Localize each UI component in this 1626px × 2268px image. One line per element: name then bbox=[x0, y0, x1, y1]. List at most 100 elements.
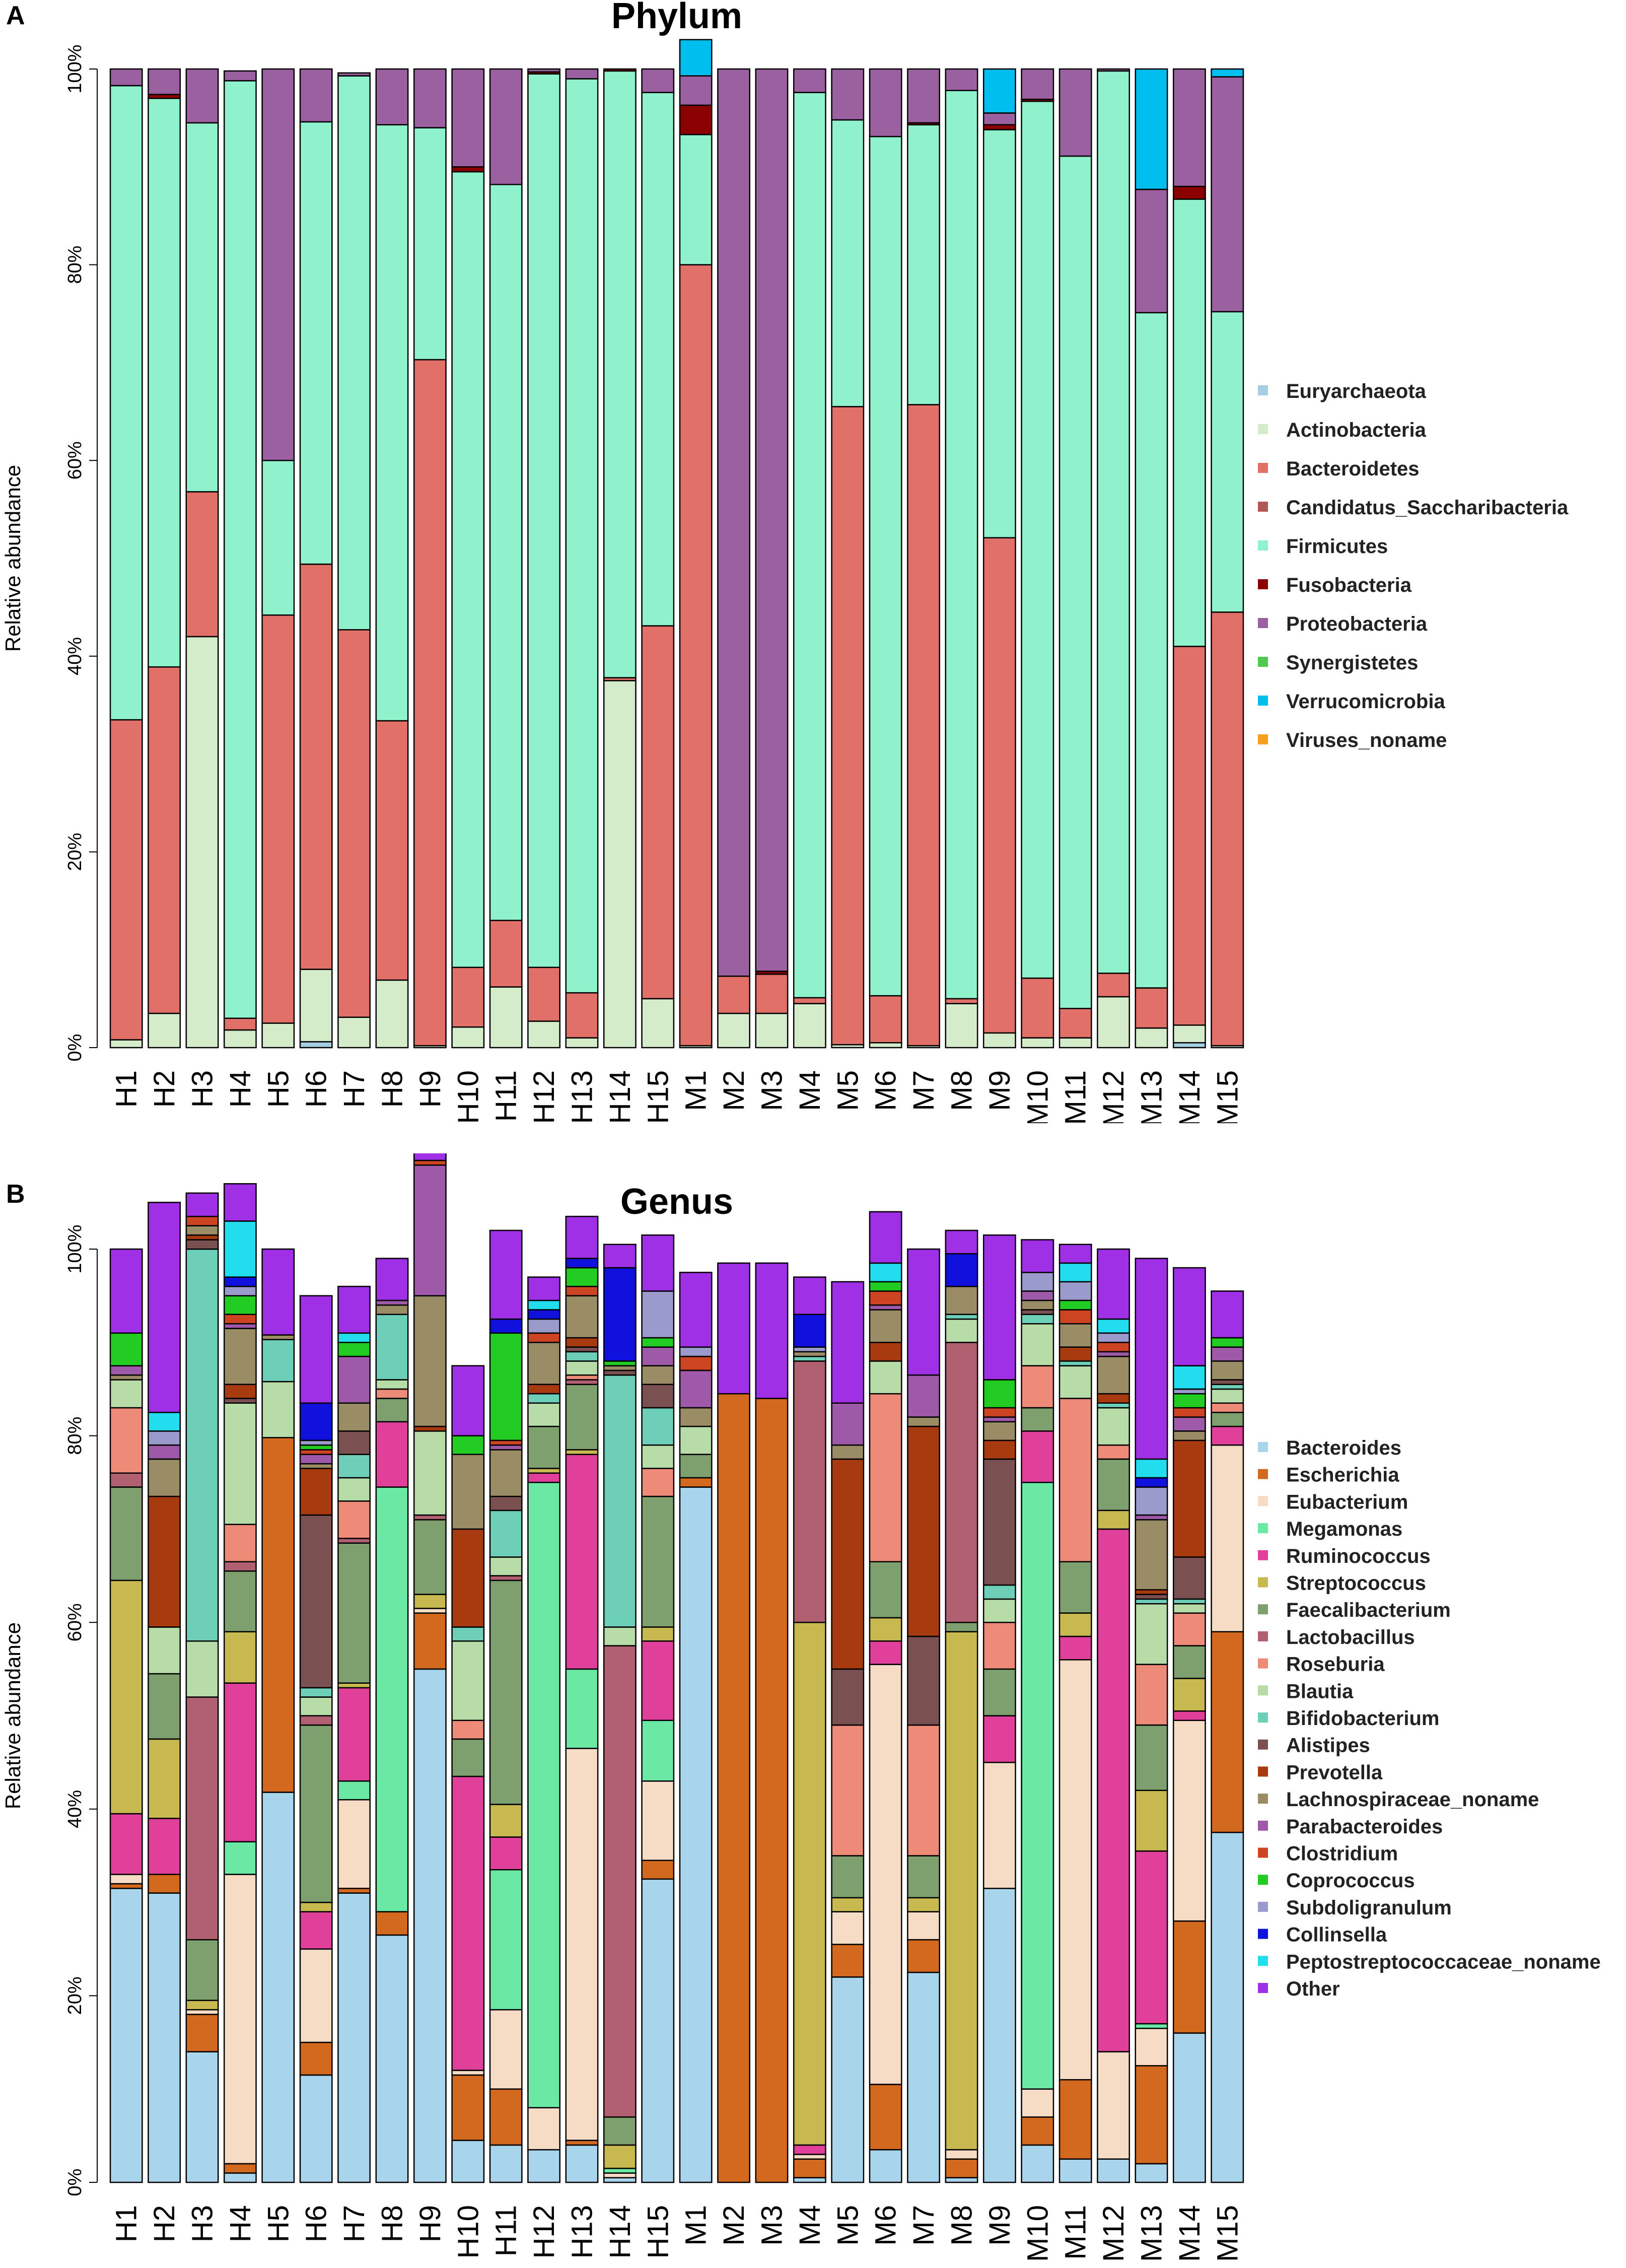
bar-segment-Roseburia bbox=[451, 1720, 485, 1740]
bar-segment-Other bbox=[755, 1262, 789, 1399]
bar-segment-Actinobacteria bbox=[223, 1029, 257, 1049]
bar-segment-Streptococcus bbox=[185, 2000, 219, 2011]
bar-segment-Ruminococcus bbox=[565, 1454, 599, 1670]
bar-segment-Bacteroides bbox=[603, 2177, 637, 2183]
bar-segment-Megamonas bbox=[1021, 1482, 1054, 2090]
bar-segment-Eubacterium bbox=[451, 2070, 485, 2076]
bar-segment-Faecalibacterium bbox=[109, 1486, 143, 1582]
bar-segment-Lachnospiraceae_noname bbox=[185, 1225, 219, 1236]
bar-segment-Actinobacteria bbox=[489, 986, 523, 1049]
x-tick-label: M15 bbox=[1211, 2205, 1244, 2262]
bar-segment-Megamonas bbox=[337, 1780, 371, 1801]
legend-label: Megamonas bbox=[1286, 1518, 1402, 1540]
bar-segment-Bifidobacterium bbox=[641, 1407, 675, 1446]
bar-segment-Subdoligranulum bbox=[641, 1290, 675, 1339]
bar-segment-Escherichia bbox=[375, 1911, 409, 1936]
legend-label: Actinobacteria bbox=[1286, 419, 1427, 441]
stacked-bar-H8 bbox=[375, 1258, 409, 2183]
legend-label: Blautia bbox=[1286, 1680, 1354, 1702]
bar-segment-Bacteroidetes bbox=[755, 974, 789, 1014]
bar-segment-Blautia bbox=[982, 1598, 1016, 1623]
bar-segment-Eubacterium bbox=[299, 1948, 333, 2043]
bar-segment-Subdoligranulum bbox=[1097, 1332, 1130, 1343]
bar-segment-Streptococcus bbox=[1172, 1678, 1206, 1712]
bar-segment-Lachnospiraceae_noname bbox=[109, 1374, 143, 1381]
bar-segment-Proteobacteria bbox=[337, 72, 371, 77]
bar-segment-Prevotella bbox=[413, 1425, 447, 1432]
bar-segment-Parabacteroides bbox=[413, 1164, 447, 1296]
bar-segment-Bacteroidetes bbox=[1058, 1008, 1092, 1039]
bar-segment-Bacteroides bbox=[375, 1934, 409, 2183]
bar-segment-Parabacteroides bbox=[489, 1444, 523, 1451]
bar-segment-Proteobacteria bbox=[1021, 68, 1054, 100]
bar-segment-Coprococcus bbox=[641, 1337, 675, 1348]
bar-segment-Eubacterium bbox=[1211, 1444, 1244, 1632]
bar-segment-Subdoligranulum bbox=[223, 1285, 257, 1296]
x-tick-label: M7 bbox=[907, 1070, 940, 1111]
bar-segment-Clostridium bbox=[299, 1449, 333, 1455]
phylum-chart-panel: A Phylum Relative abundance 0% 20% 40% 60% 80% 1… bbox=[0, 0, 1626, 1123]
bar-segment-Blautia bbox=[451, 1640, 485, 1722]
bar-segment-Alistipes bbox=[565, 1346, 599, 1353]
bar-segment-Roseburia bbox=[1211, 1402, 1244, 1413]
bar-segment-Coprococcus bbox=[603, 1360, 637, 1366]
bar-segment-Lactobacillus bbox=[565, 1379, 599, 1385]
bar-segment-Collinsella bbox=[223, 1276, 257, 1287]
bar-segment-Bacteroidetes bbox=[185, 491, 219, 638]
legend-swatch bbox=[1258, 1929, 1268, 1939]
bar-segment-Subdoligranulum bbox=[793, 1346, 826, 1353]
bar-segment-Ruminococcus bbox=[1211, 1425, 1244, 1446]
bar-segment-Alistipes bbox=[907, 1635, 941, 1726]
bar-segment-Coprococcus bbox=[869, 1281, 902, 1292]
bar-segment-Other bbox=[148, 1202, 181, 1413]
legend-swatch bbox=[1258, 424, 1268, 434]
y-tick-label: 80% bbox=[64, 1417, 86, 1455]
bar-segment-Parabacteroides bbox=[148, 1444, 181, 1460]
bar-segment-Blautia bbox=[641, 1444, 675, 1469]
bar-segment-Bifidobacterium bbox=[451, 1626, 485, 1642]
x-tick-label: H6 bbox=[300, 1070, 333, 1108]
bar-segment-Peptostreptococcaceae_noname bbox=[527, 1299, 561, 1311]
bar-segment-Lactobacillus bbox=[299, 1715, 333, 1726]
y-axis-label: Relative abundance bbox=[1, 1622, 25, 1809]
x-tick-label: H15 bbox=[642, 1070, 674, 1123]
bar-segment-Bacteroides bbox=[793, 2177, 826, 2183]
stacked-bar-H3 bbox=[185, 1192, 219, 2183]
bar-segment-Blautia bbox=[223, 1402, 257, 1525]
bar-segment-Blautia bbox=[299, 1696, 333, 1716]
bar-segment-Firmicutes bbox=[603, 70, 637, 678]
bar-segment-Other bbox=[185, 1192, 219, 1217]
stacked-bar-M14 bbox=[1172, 1267, 1206, 2183]
stacked-bar-M13 bbox=[1135, 68, 1168, 1049]
bar-segment-Actinobacteria bbox=[755, 1012, 789, 1049]
bar-segment-Clostridium bbox=[185, 1215, 219, 1226]
bar-segment-Proteobacteria bbox=[945, 68, 978, 91]
bar-segment-Lachnospiraceae_noname bbox=[451, 1454, 485, 1530]
bar-segment-Bacteroides bbox=[641, 1878, 675, 2183]
bar-segment-Faecalibacterium bbox=[299, 1724, 333, 1903]
bar-segment-Parabacteroides bbox=[223, 1323, 257, 1329]
stacked-bar-H2 bbox=[148, 68, 181, 1049]
legend-swatch bbox=[1258, 579, 1268, 589]
x-tick-label: M12 bbox=[1097, 2205, 1130, 2262]
legend-label: Bacteroidetes bbox=[1286, 458, 1420, 480]
stacked-bar-H14 bbox=[603, 68, 637, 1049]
stacked-bar-H4 bbox=[223, 1183, 257, 2183]
bar-segment-Peptostreptococcaceae_noname bbox=[148, 1412, 181, 1432]
x-tick-label: H6 bbox=[300, 2205, 333, 2242]
bar-segment-Peptostreptococcaceae_noname bbox=[869, 1262, 902, 1283]
bar-segment-Firmicutes bbox=[223, 80, 257, 1019]
x-tick-label: M14 bbox=[1173, 1070, 1206, 1123]
bar-segment-Bacteroides bbox=[679, 1486, 713, 2183]
bar-segment-Clostridium bbox=[565, 1285, 599, 1296]
legend-label: Bacteroides bbox=[1286, 1437, 1401, 1459]
bar-segment-Proteobacteria bbox=[109, 68, 143, 87]
bar-segment-Eubacterium bbox=[109, 1874, 143, 1885]
legend-swatch bbox=[1258, 1685, 1268, 1696]
bar-segment-Bacteroides bbox=[109, 1888, 143, 2183]
bar-segment-Alistipes bbox=[489, 1495, 523, 1511]
bar-segment-Lachnospiraceae_noname bbox=[413, 1295, 447, 1427]
bar-segment-Firmicutes bbox=[869, 135, 902, 997]
stacked-bar-H7 bbox=[337, 72, 371, 1049]
bar-segment-Roseburia bbox=[869, 1393, 902, 1563]
